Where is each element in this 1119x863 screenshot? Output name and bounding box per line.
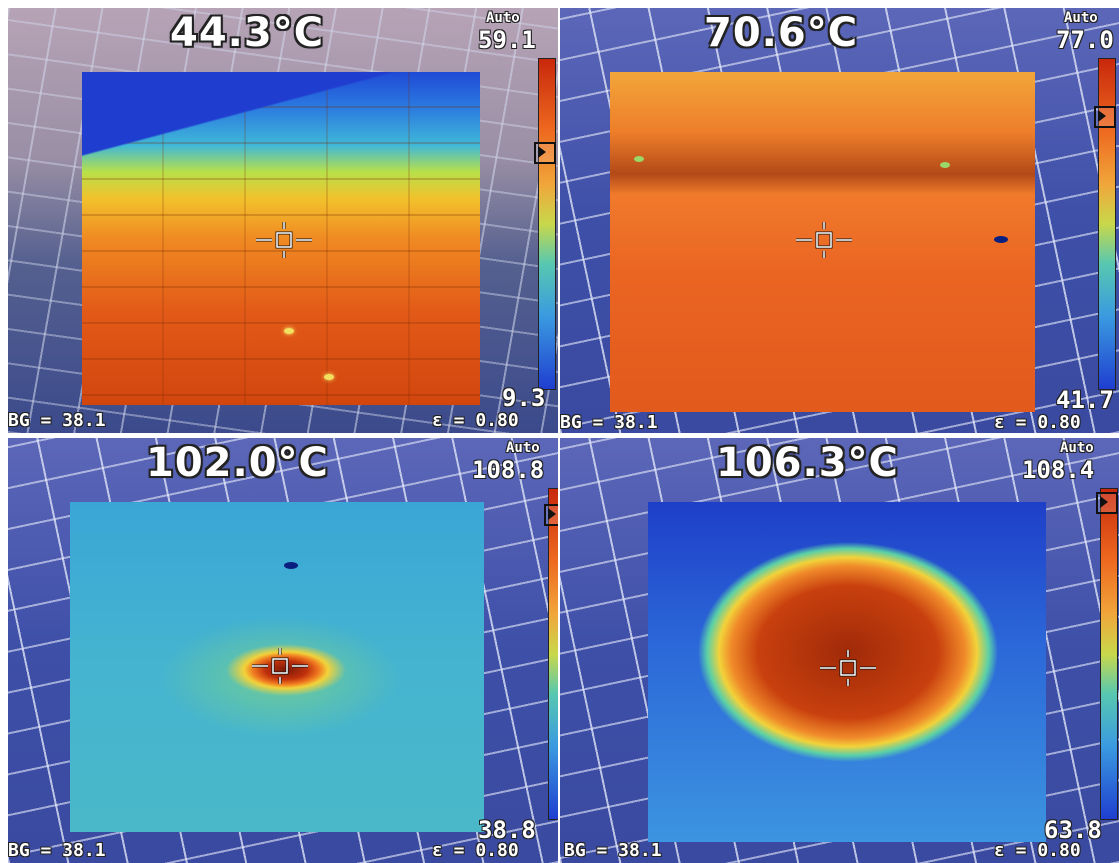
spot-temperature: 44.3°C [170, 10, 325, 56]
spot-temperature: 106.3°C [716, 440, 899, 486]
range-mode-label: Auto [506, 440, 540, 456]
color-scale-bar [1100, 488, 1118, 820]
thermal-panel-3: 102.0°C Auto 108.8 38.8 BG = 38.1 ε = 0.… [8, 438, 558, 863]
background-temperature: BG = 38.1 [8, 410, 106, 431]
emissivity-value: ε = 0.80 [994, 840, 1081, 861]
coldspot [994, 236, 1008, 243]
thermal-panel-2: 70.6°C Auto 77.0 41.7 BG = 38.1 ε = 0.80 [560, 8, 1119, 433]
scale-pointer-icon [538, 146, 546, 158]
range-mode-label: Auto [486, 10, 520, 26]
scale-min-value: 41.7 [1056, 386, 1114, 414]
emissivity-value: ε = 0.80 [994, 412, 1081, 433]
spot-temperature: 70.6°C [704, 10, 859, 56]
range-mode-label: Auto [1060, 440, 1094, 456]
thermal-overlay [610, 72, 1035, 412]
coldspot [284, 562, 298, 569]
scale-min-value: 63.8 [1044, 816, 1102, 844]
thermal-overlay [70, 502, 484, 832]
color-scale-bar [548, 488, 558, 820]
crosshair-icon [256, 222, 312, 258]
color-scale-bar [538, 58, 556, 390]
emissivity-value: ε = 0.80 [432, 840, 519, 861]
scale-pointer-icon [548, 508, 556, 520]
scale-max-value: 77.0 [1056, 26, 1114, 54]
hotspot [284, 328, 294, 334]
scale-pointer-icon [1098, 110, 1106, 122]
scale-max-value: 108.8 [472, 456, 545, 484]
scale-min-value: 9.3 [502, 384, 546, 412]
crosshair-icon [252, 648, 308, 684]
hotspot [940, 162, 950, 168]
scale-max-value: 108.4 [1022, 456, 1095, 484]
thermal-overlay [648, 502, 1046, 842]
crosshair-icon [796, 222, 852, 258]
scale-max-value: 59.1 [478, 26, 536, 54]
scale-pointer-icon [1100, 496, 1108, 508]
thermal-overlay-sky [82, 72, 480, 172]
crosshair-icon [820, 650, 876, 686]
emissivity-value: ε = 0.80 [432, 410, 519, 431]
hotspot [634, 156, 644, 162]
thermal-panel-4: 106.3°C Auto 108.4 63.8 BG = 38.1 ε = 0.… [560, 438, 1119, 863]
spot-temperature: 102.0°C [146, 440, 329, 486]
color-scale-bar [1098, 58, 1116, 390]
thermal-panel-1: 44.3°C Auto 59.1 9.3 BG = 38.1 ε = 0.80 [8, 8, 558, 433]
background-temperature: BG = 38.1 [8, 840, 106, 861]
range-mode-label: Auto [1064, 10, 1098, 26]
scale-min-value: 38.8 [478, 816, 536, 844]
hotspot [324, 374, 334, 380]
background-temperature: BG = 38.1 [560, 412, 658, 433]
background-temperature: BG = 38.1 [564, 840, 662, 861]
